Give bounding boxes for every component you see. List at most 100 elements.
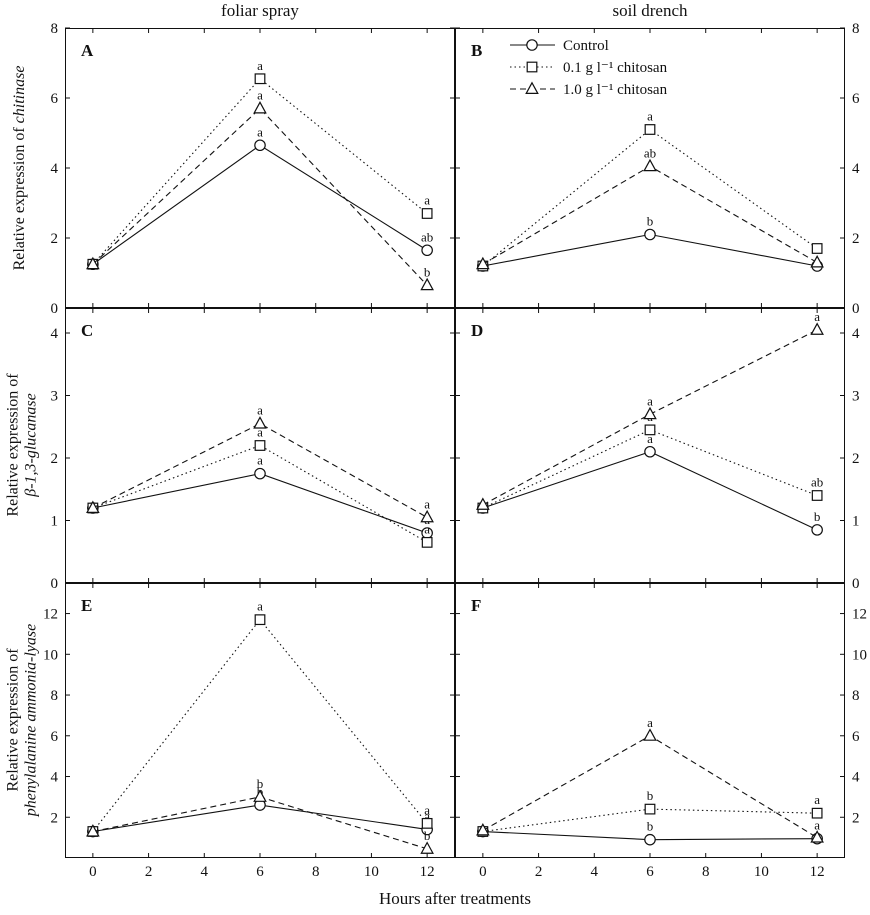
x-tick-label: 0 xyxy=(89,864,97,880)
triangle-marker xyxy=(253,789,267,802)
significance-letter: a xyxy=(814,792,820,807)
square-marker xyxy=(811,490,823,501)
x-tick-label: 6 xyxy=(646,864,654,880)
square-marker xyxy=(644,803,656,815)
panel-C-plot: 01234aaaaaaC xyxy=(51,308,455,592)
panel-letter: C xyxy=(81,321,93,340)
series-square: aa xyxy=(87,425,433,548)
y-tick-label: 4 xyxy=(852,161,860,177)
series-triangle: bb xyxy=(86,776,434,854)
series-circle: a ab xyxy=(87,124,433,271)
series-triangle: ab xyxy=(476,145,824,270)
triangle-marker xyxy=(86,824,100,837)
triangle-marker xyxy=(253,101,267,114)
x-tick-label: 4 xyxy=(201,864,209,880)
y-tick-label: 8 xyxy=(51,21,59,37)
y-tick-label: 8 xyxy=(51,688,59,704)
y-axis-label-gene: chitinase xyxy=(10,65,28,124)
panel-D-plot: 01234abaabaaD xyxy=(455,308,860,592)
significance-letter: a xyxy=(424,808,430,823)
y-axis-label-prefix: Relative expression of xyxy=(4,373,22,517)
circle-marker xyxy=(644,445,656,458)
y-tick-label: 12 xyxy=(43,607,58,623)
y-tick-label: 6 xyxy=(51,91,59,107)
y-tick-label: 2 xyxy=(51,810,59,826)
y-tick-label: 4 xyxy=(51,326,59,342)
y-tick-label: 1 xyxy=(852,514,860,530)
y-tick-label: 6 xyxy=(51,729,59,745)
significance-letter: a xyxy=(647,109,653,124)
significance-letter: a xyxy=(257,88,263,103)
triangle-marker xyxy=(643,406,657,420)
square-marker xyxy=(254,73,266,85)
triangle-marker xyxy=(476,823,490,836)
panel-letter: E xyxy=(81,596,92,615)
series-triangle: ab xyxy=(86,88,434,291)
significance-letter: a xyxy=(647,431,653,446)
y-tick-label: 2 xyxy=(852,810,860,826)
triangle-marker xyxy=(525,81,539,95)
y-tick-label: 6 xyxy=(852,91,860,107)
significance-letter: a xyxy=(814,309,820,324)
significance-letter: b xyxy=(647,214,654,229)
series-triangle: aa xyxy=(476,309,824,510)
circle-marker xyxy=(526,39,538,51)
x-tick-label: 6 xyxy=(256,864,264,880)
circle-marker xyxy=(811,524,823,536)
significance-letter: a xyxy=(257,599,263,614)
triangle-marker xyxy=(86,500,100,513)
square-marker xyxy=(526,61,538,73)
square-marker xyxy=(254,440,266,451)
y-tick-label: 3 xyxy=(51,389,59,405)
significance-letter: a xyxy=(424,496,430,511)
square-marker xyxy=(421,817,433,829)
triangle-marker xyxy=(420,841,434,854)
y-tick-label: 0 xyxy=(51,301,59,317)
x-tick-label: 8 xyxy=(312,864,320,880)
x-tick-label: 10 xyxy=(754,864,769,880)
y-tick-label: 0 xyxy=(852,576,860,592)
x-tick-label: 10 xyxy=(364,864,379,880)
triangle-marker xyxy=(810,322,824,335)
y-tick-label: 2 xyxy=(51,231,59,247)
significance-letter: a xyxy=(424,802,430,817)
circle-marker xyxy=(644,228,656,241)
legend-label: 0.1 g l⁻¹ chitosan xyxy=(563,60,668,76)
square-marker xyxy=(811,243,823,254)
y-tick-label: 12 xyxy=(852,607,867,623)
y-tick-label: 4 xyxy=(51,161,59,177)
x-tick-label: 0 xyxy=(479,864,487,880)
significance-letter: b xyxy=(424,264,431,279)
y-axis-label-pal: Relative expression of phenylalanine ammo… xyxy=(2,583,44,858)
triangle-marker xyxy=(86,256,100,270)
significance-letter: a xyxy=(257,453,263,468)
triangle-marker xyxy=(476,497,490,510)
square-marker xyxy=(421,536,433,548)
series-square: a ab xyxy=(477,409,823,514)
significance-letter: a xyxy=(424,193,430,208)
y-tick-label: 10 xyxy=(852,647,867,663)
triangle-marker xyxy=(810,255,824,268)
series-triangle: a xyxy=(476,715,824,843)
significance-letter: b xyxy=(647,788,654,803)
triangle-marker xyxy=(643,158,657,172)
column-title-soil-drench: soil drench xyxy=(612,1,688,20)
triangle-marker xyxy=(420,277,434,291)
panel-letter: F xyxy=(471,596,481,615)
series-circle: aa xyxy=(87,453,433,539)
y-tick-label: 4 xyxy=(852,326,860,342)
x-tick-label: 8 xyxy=(702,864,710,880)
column-title-foliar-spray: foliar spray xyxy=(221,1,299,20)
significance-letter: a xyxy=(257,58,263,73)
legend: Control 0.1 g l⁻¹ chitosan 1.0 g l⁻¹ chito… xyxy=(510,38,668,98)
triangle-marker xyxy=(810,830,824,843)
square-marker xyxy=(811,807,823,819)
x-tick-label: 12 xyxy=(420,864,435,880)
y-tick-label: 2 xyxy=(852,231,860,247)
y-tick-label: 1 xyxy=(51,514,59,530)
y-axis-label-gene: β-1,3-glucanase xyxy=(22,393,40,497)
significance-letter: a xyxy=(647,393,653,408)
